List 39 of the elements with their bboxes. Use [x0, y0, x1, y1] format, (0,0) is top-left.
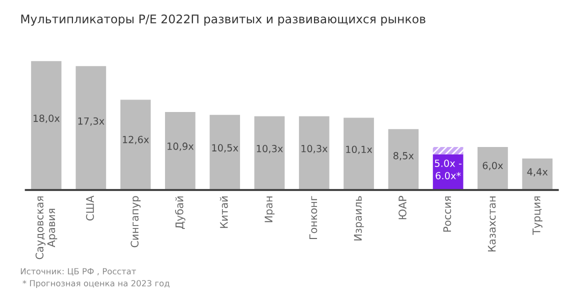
text: * Прогнозная оценка на 2023 год	[22, 280, 170, 288]
x-tick-label: Израиль	[354, 196, 364, 240]
data-label: 5.0x - 6.0x*	[434, 160, 462, 180]
x-tick-label: ЮАР	[398, 196, 406, 220]
bar	[388, 129, 419, 190]
bar	[210, 114, 240, 190]
bar	[522, 158, 553, 190]
x-tick-label: Турция	[532, 196, 542, 235]
data-label: 6,0x	[482, 162, 503, 170]
x-tick-label: Иран	[264, 196, 275, 222]
x-tick-label: США	[86, 196, 94, 221]
x-tick-label: Гонконг	[309, 196, 318, 240]
bar	[298, 116, 330, 190]
bar	[76, 66, 106, 190]
x-tick-label: Дубай	[175, 196, 186, 229]
bar	[432, 147, 464, 154]
bar	[31, 61, 62, 190]
data-label: 18,0x	[34, 114, 60, 123]
data-label: 10,9x	[168, 142, 194, 151]
x-tick-label: Россия	[443, 196, 452, 232]
data-label: 10,5x	[212, 144, 238, 152]
data-label: 10,3x	[302, 144, 328, 154]
x-tick-label: Сингапур	[130, 196, 141, 248]
x-tick-label: Китай	[220, 196, 228, 228]
bar	[254, 116, 285, 190]
data-label: 17,3x	[78, 117, 104, 126]
x-tick-label: Саудовская Аравия	[36, 196, 58, 260]
data-label: 12,6x	[122, 136, 149, 144]
data-label: 10,3x	[256, 144, 283, 154]
x-tick-label: Казахстан	[488, 196, 496, 252]
data-label: 4,4x	[527, 168, 548, 176]
data-label: 8,5x	[393, 152, 414, 160]
chart-title: Мультипликаторы P/E 2022П развитых и развивающихся рынков	[21, 14, 426, 26]
text: Источник: ЦБ РФ , Росстат	[20, 268, 136, 276]
data-label: 10,1x	[346, 146, 372, 154]
bar	[120, 100, 151, 190]
bar	[344, 118, 374, 190]
bar	[165, 112, 196, 190]
bar	[478, 147, 508, 190]
